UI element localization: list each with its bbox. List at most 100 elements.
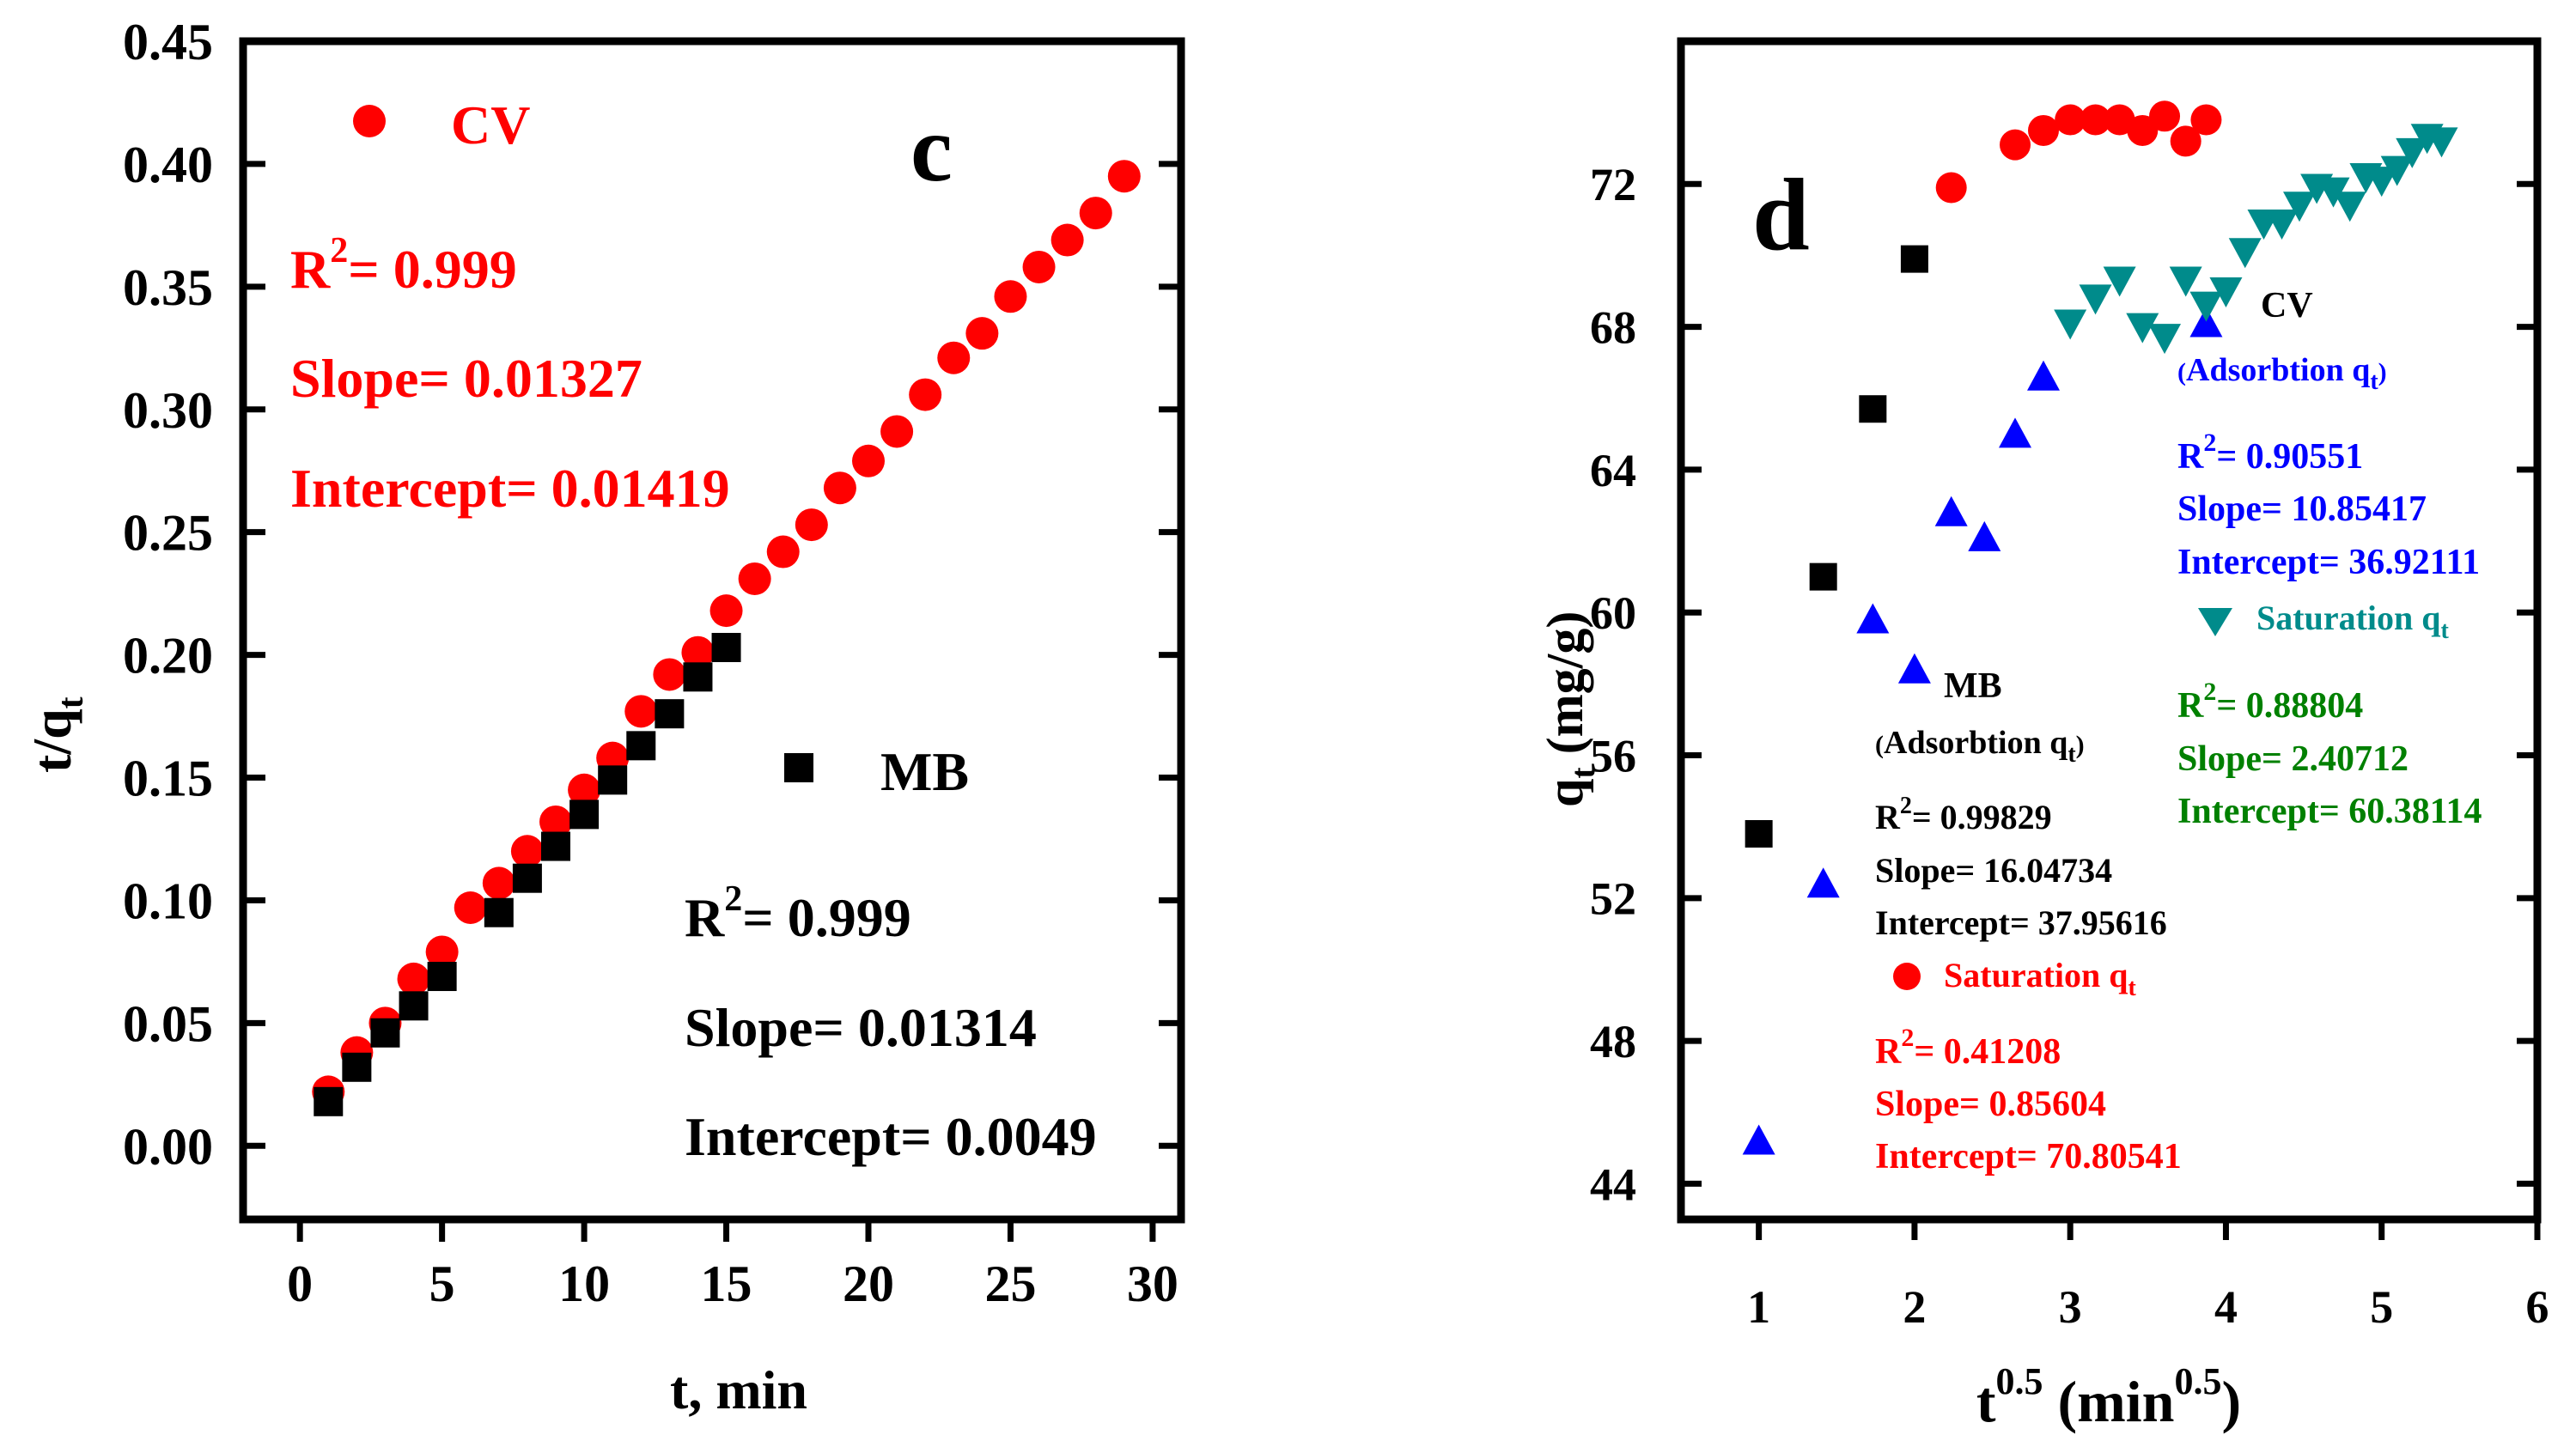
panel-c-y-axis-title-sub: t [52, 696, 91, 708]
panel-c-data-markers [312, 160, 1141, 1116]
panel-d-mb-saturation-point [2170, 125, 2201, 157]
panel-d-cv-saturation-point [2317, 177, 2350, 208]
panel-d-mb-sat-intercept: Intercept= 70.80541 [1875, 1137, 2182, 1176]
panel-d-x-axis-title-sup: 0.5 [1996, 1360, 2043, 1402]
panel-d-mb-ads-r2-label: R [1875, 798, 1901, 836]
panel-d-mb-sat-r2: R2= 0.41208 [1875, 1024, 2061, 1072]
panel-c-mb-point [598, 765, 628, 795]
panel-d-cv-saturation-point [2425, 127, 2458, 158]
panel-d-cv-adsorption-point [1897, 653, 1931, 684]
panel-d-cv-adsorption-point [1968, 520, 2001, 551]
panel-d-data-markers [1742, 100, 2458, 1155]
panel-c-cv-point [1022, 250, 1056, 283]
panel-d-mb-saturation-point [2055, 104, 2086, 136]
panel-d-mb-ads-slope: Slope= 16.04734 [1875, 851, 2112, 890]
panel-d-y-tick-label: 52 [1590, 873, 1636, 925]
panel-d-cv-sat-sub: t [2441, 617, 2450, 644]
panel-d-mb-saturation-legend-marker [1893, 963, 1921, 990]
panel-c-pseudo-second-order-plot: 0.00 0.05 0.10 0.15 0.20 0.25 0.30 0.35 0.40 0.45… [21, 14, 1185, 1420]
panel-c-cv-point [738, 562, 771, 595]
panel-d-cv-ads-r2-label: R [2177, 437, 2204, 477]
panel-c-x-tick-label: 5 [429, 1255, 455, 1312]
panel-d-x-tick-label: 5 [2370, 1281, 2393, 1333]
panel-d-mb-adsorption-point [1900, 245, 1928, 273]
panel-d-mb-saturation-point [2190, 104, 2222, 136]
panel-d-cv-saturation-point [2189, 291, 2223, 322]
panel-c-cv-r2-value: = 0.999 [348, 239, 516, 300]
panel-d-x-tick-label: 3 [2059, 1281, 2082, 1333]
panel-d-cv-ads-intercept: Intercept= 36.92111 [2177, 543, 2480, 582]
panel-c-y-axis-title: t/qt [21, 696, 91, 773]
panel-d-cv-saturation-point [2169, 266, 2202, 297]
panel-d-x-axis-title-mid: (min [2043, 1369, 2175, 1434]
panel-d-mb-sat-slope: Slope= 0.85604 [1875, 1085, 2106, 1124]
panel-d-mb-adsorption-label: (Adsorbtion qt) [1875, 725, 2085, 768]
panel-c-y-tick-label: 0.05 [123, 995, 213, 1052]
panel-c-cv-point [766, 535, 800, 568]
panel-d-mb-ads-r2-sup: 2 [1900, 793, 1912, 819]
panel-d-y-tick-label: 48 [1590, 1016, 1636, 1067]
panel-c-mb-point [342, 1052, 372, 1082]
panel-c-y-tick-label: 0.10 [123, 872, 213, 929]
panel-c-cv-point [1050, 223, 1084, 257]
panel-c-mb-point [626, 731, 656, 761]
panel-c-y-tick-label: 0.45 [123, 14, 213, 70]
panel-d-cv-saturation-legend-marker [2198, 608, 2232, 636]
panel-d-x-tick-label: 1 [1747, 1281, 1770, 1333]
panel-c-mb-point [370, 1018, 400, 1048]
panel-c-x-axis-ticks: 0 5 10 15 20 25 30 [287, 1219, 1178, 1312]
panel-d-cv-ads-close: ) [2378, 358, 2387, 386]
panel-d-cv-sat-r2-value: = 0.88804 [2216, 686, 2363, 726]
panel-c-mb-r2-value: = 0.999 [742, 887, 910, 948]
panel-d-cv-adsorption-label: (Adsorbtion qt) [2177, 352, 2387, 395]
panel-c-mb-r2-label: R [685, 887, 725, 948]
panel-c-cv-point [994, 280, 1027, 313]
panel-d-y-tick-label: 72 [1590, 159, 1636, 210]
panel-d-mb-ads-r2: R2= 0.99829 [1875, 793, 2052, 836]
panel-d-y-tick-label: 56 [1590, 730, 1636, 781]
panel-d-mb-saturation-point [2149, 100, 2181, 132]
panel-c-mb-point [683, 662, 713, 692]
panel-c-mb-r2: R2= 0.999 [685, 879, 911, 948]
panel-d-y-axis-title: qt (mg/g) [1537, 611, 1602, 807]
panel-d-mb-ads-sub: t [2067, 741, 2076, 768]
panel-c-x-tick-label: 25 [984, 1255, 1036, 1312]
panel-c-y-tick-label: 0.40 [123, 137, 213, 193]
panel-d-mb-ads-text: Adsorbtion q [1884, 725, 2067, 761]
panel-c-y-tick-label: 0.25 [123, 505, 213, 562]
panel-c-mb-point [711, 633, 741, 663]
panel-d-mb-sat-sub: t [2128, 975, 2137, 1001]
panel-c-cv-r2-sup: 2 [330, 231, 348, 271]
panel-d-cv-saturation-point [2148, 324, 2182, 355]
panel-d-mb-ads-close: ) [2076, 731, 2085, 759]
panel-c-cv-r2-label: R [290, 239, 331, 300]
panel-d-cv-adsorption-point [1806, 867, 1840, 898]
panel-d-cv-saturation-point [2054, 309, 2087, 340]
panel-d-y-axis-ticks: 44 48 52 56 60 64 68 72 [1590, 159, 2537, 1210]
panel-c-label: c [910, 96, 953, 201]
panel-d-cv-sat-intercept: Intercept= 60.38114 [2177, 792, 2482, 831]
panel-c-plot-frame [239, 37, 1185, 1224]
panel-d-cv-adsorption-point [2027, 360, 2061, 391]
panel-d-cv-saturation-label: Saturation qt [2256, 599, 2450, 644]
panel-c-mb-point [569, 799, 600, 830]
panel-c-y-tick-label: 0.20 [123, 628, 213, 684]
panel-d-x-axis-title-base: t [1976, 1369, 1996, 1434]
panel-d-plot-frame [1677, 37, 2542, 1224]
panel-c-cv-point [568, 773, 601, 806]
panel-c-x-tick-label: 30 [1127, 1255, 1178, 1312]
panel-c-cv-point [510, 835, 544, 868]
panel-d-cv-saturation-point [2283, 192, 2317, 222]
panel-d-x-axis-title-sup2: 0.5 [2175, 1360, 2222, 1402]
panel-c-cv-point [653, 658, 686, 691]
panel-d-label: d [1752, 157, 1810, 271]
panel-d-y-tick-label: 68 [1590, 302, 1636, 354]
panel-c-cv-point [482, 866, 515, 900]
panel-c-mb-slope: Slope= 0.01314 [685, 997, 1037, 1058]
panel-d-y-tick-label: 64 [1590, 445, 1636, 496]
panel-c-x-tick-label: 0 [287, 1255, 313, 1312]
panel-d-mb-sat-r2-sup: 2 [1901, 1024, 1914, 1052]
panel-c-mb-legend-label: MB [880, 741, 969, 802]
panel-c-cv-point [1079, 197, 1112, 230]
